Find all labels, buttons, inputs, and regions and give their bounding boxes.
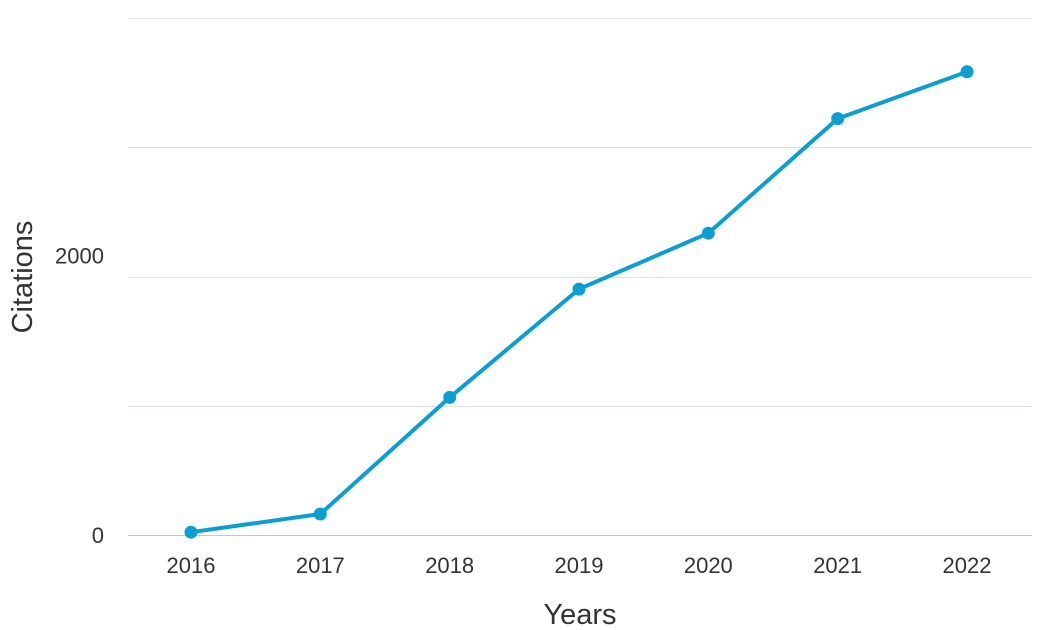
citations-point: [313, 507, 327, 521]
citations-point: [443, 390, 457, 404]
citations-point: [960, 65, 974, 79]
axes: 0 2000 2016 2017 2018 2019 2020 2021 2022: [55, 244, 991, 578]
citations-line: [189, 69, 969, 535]
x-tick-label: 2017: [296, 553, 345, 578]
x-tick-label: 2018: [425, 553, 474, 578]
citations-series: [184, 65, 974, 539]
gridlines: [128, 18, 1032, 536]
x-tick-label: 2022: [943, 553, 992, 578]
x-tick-label: 2020: [684, 553, 733, 578]
y-tick-label: 2000: [55, 244, 104, 269]
citations-point: [701, 226, 715, 240]
x-tick-label: 2019: [555, 553, 604, 578]
x-axis-title: Years: [543, 599, 616, 630]
citations-point: [572, 282, 586, 296]
citations-point: [184, 525, 198, 539]
x-tick-label: 2021: [813, 553, 862, 578]
y-axis-title: Citations: [7, 221, 39, 334]
citations-point: [831, 112, 845, 126]
y-tick-label: 0: [92, 523, 104, 548]
x-tick-label: 2016: [167, 553, 216, 578]
